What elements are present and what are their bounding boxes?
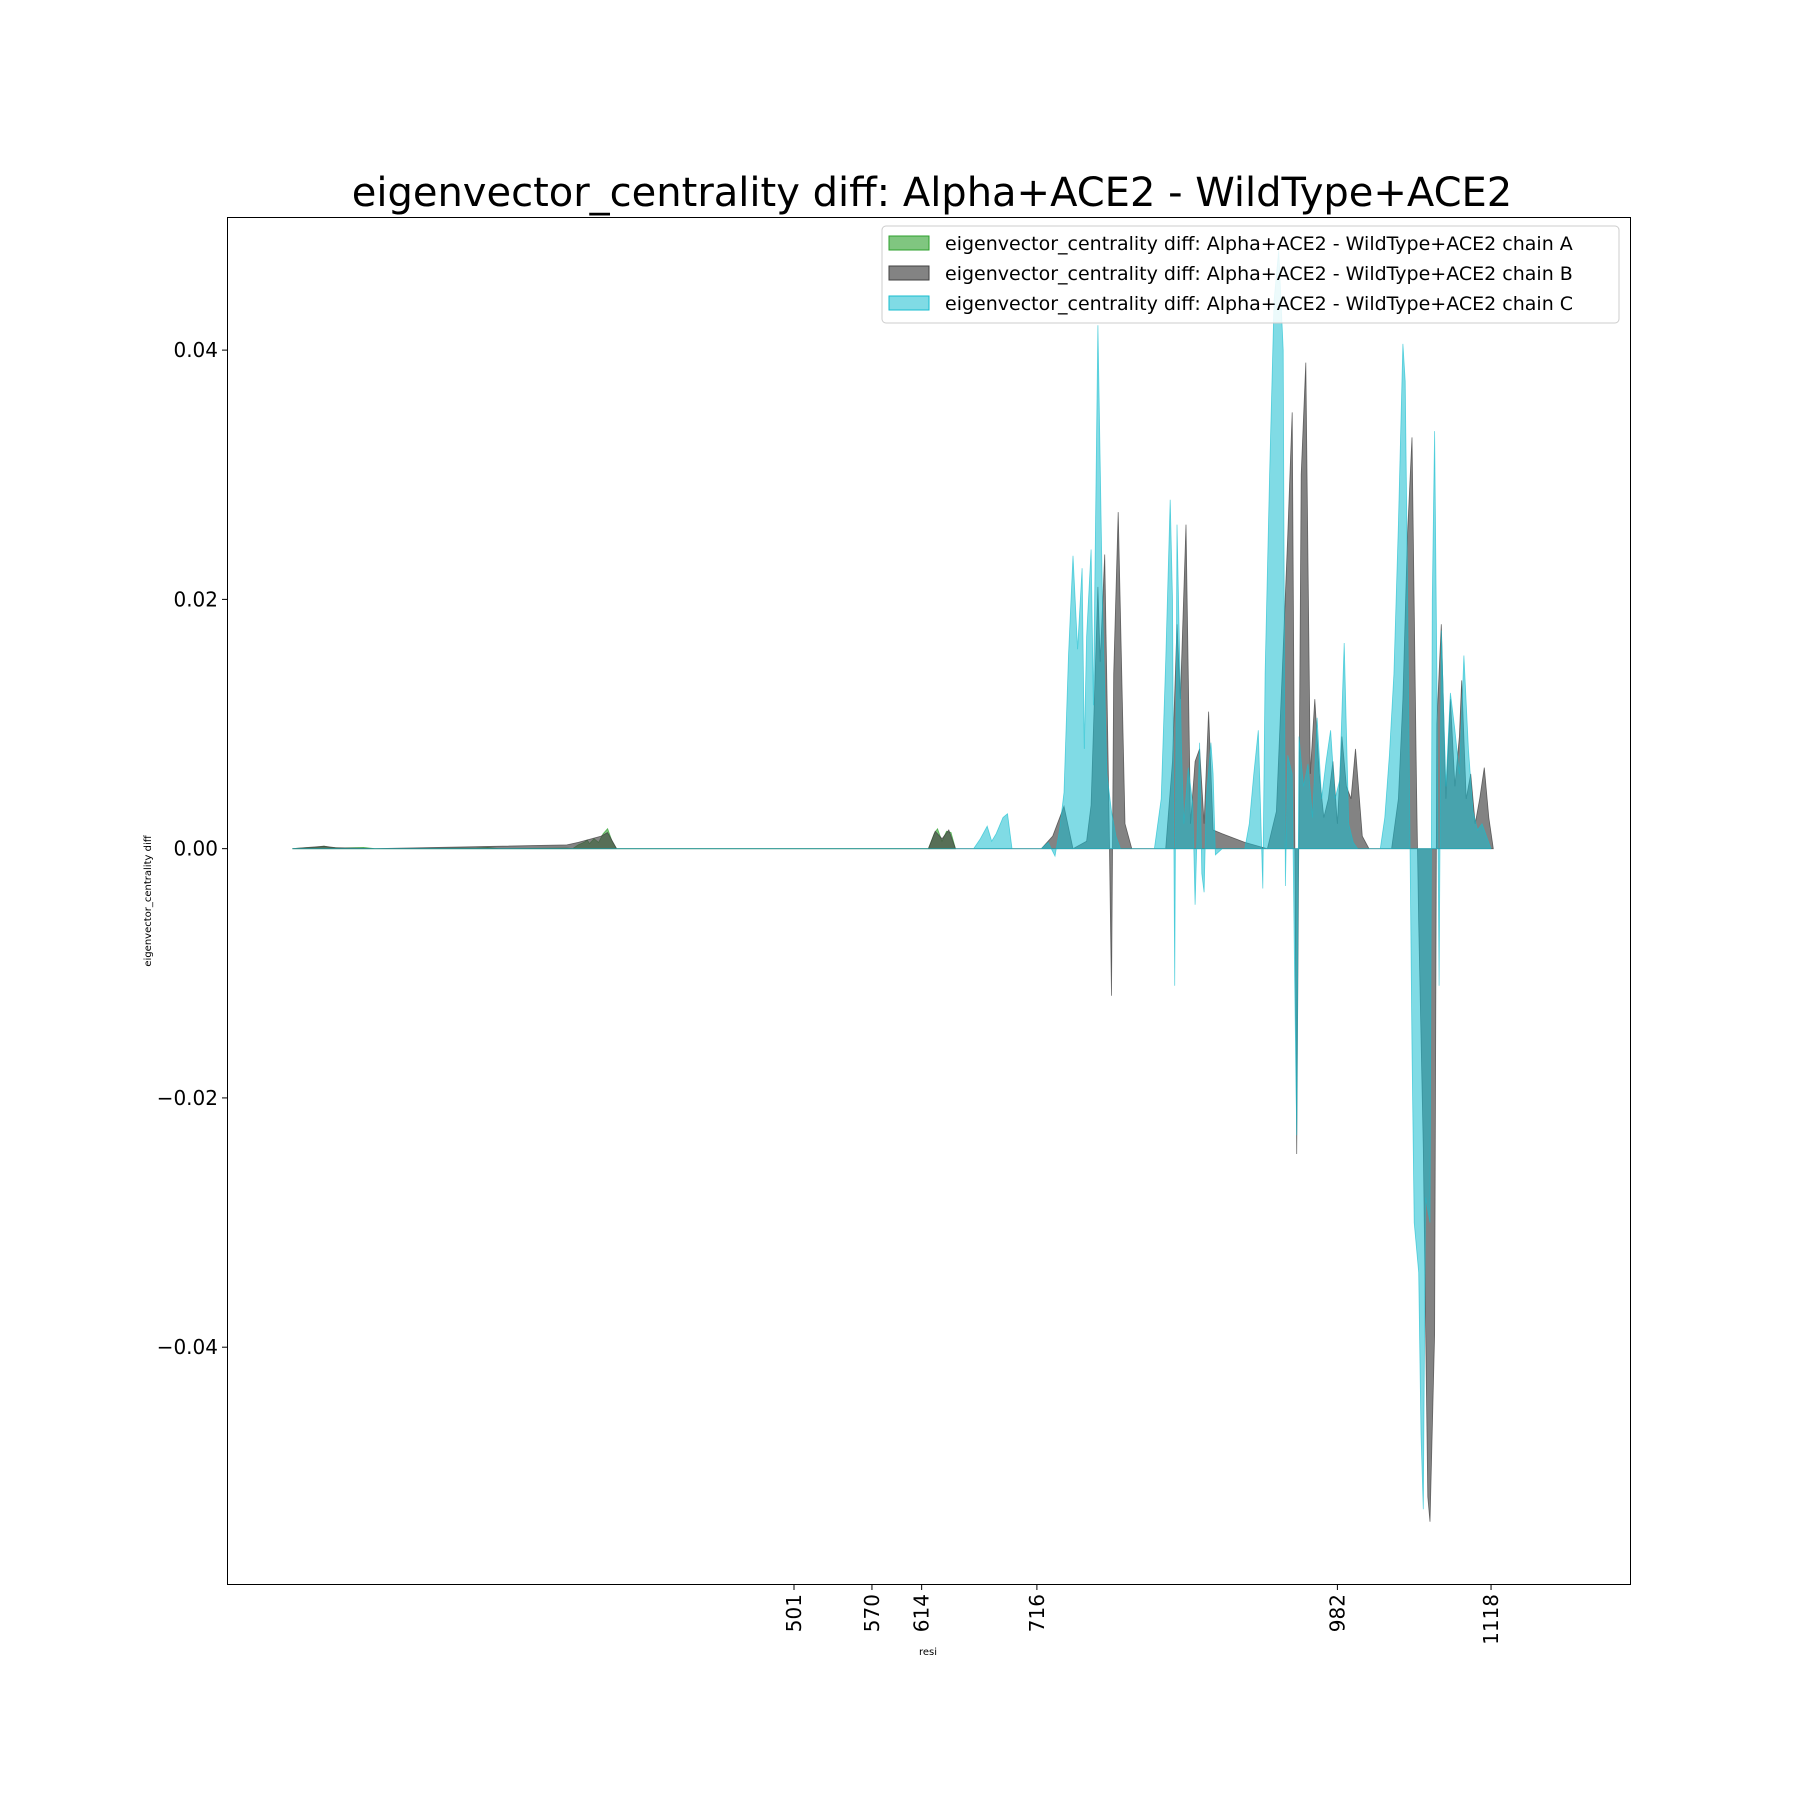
legend-swatch-chain-b	[888, 265, 930, 281]
series-layer	[292, 250, 1494, 1522]
x-tick-label: 614	[910, 1594, 934, 1632]
plot-frame	[227, 217, 1631, 1585]
x-tick-label: 570	[860, 1594, 884, 1632]
y-axis-label: eigenvector_centrality diff	[143, 834, 154, 966]
legend-box	[881, 225, 1620, 324]
legend: eigenvector_centrality diff: Alpha+ACE2 …	[881, 225, 1620, 324]
x-tick-label: 716	[1025, 1594, 1049, 1632]
series-area-c	[292, 250, 1492, 1510]
legend-label-chain-c: eigenvector_centrality diff: Alpha+ACE2 …	[945, 293, 1573, 315]
x-axis-label: resi	[919, 1647, 937, 1658]
series-area-b	[292, 362, 1494, 1522]
legend-swatch-chain-a	[888, 235, 930, 251]
y-tick-label: 0.04	[173, 338, 218, 362]
y-tick-label: 0.02	[173, 587, 218, 611]
y-tick-label: −0.02	[157, 1086, 218, 1110]
x-tick-label: 982	[1325, 1594, 1349, 1632]
x-tick-label: 501	[782, 1594, 806, 1632]
legend-label-chain-a: eigenvector_centrality diff: Alpha+ACE2 …	[945, 233, 1573, 255]
x-axis: 501 570 614 716 982 1118	[782, 1584, 1503, 1645]
legend-label-chain-b: eigenvector_centrality diff: Alpha+ACE2 …	[945, 263, 1573, 285]
series-area-a	[292, 827, 957, 850]
legend-swatch-chain-c	[888, 295, 930, 311]
chart-title: eigenvector_centrality diff: Alpha+ACE2 …	[352, 170, 1513, 216]
y-axis: −0.04 −0.02 0.00 0.02 0.04	[157, 338, 228, 1359]
y-tick-label: 0.00	[173, 837, 218, 861]
y-tick-label: −0.04	[157, 1335, 218, 1359]
x-tick-label: 1118	[1479, 1594, 1503, 1645]
